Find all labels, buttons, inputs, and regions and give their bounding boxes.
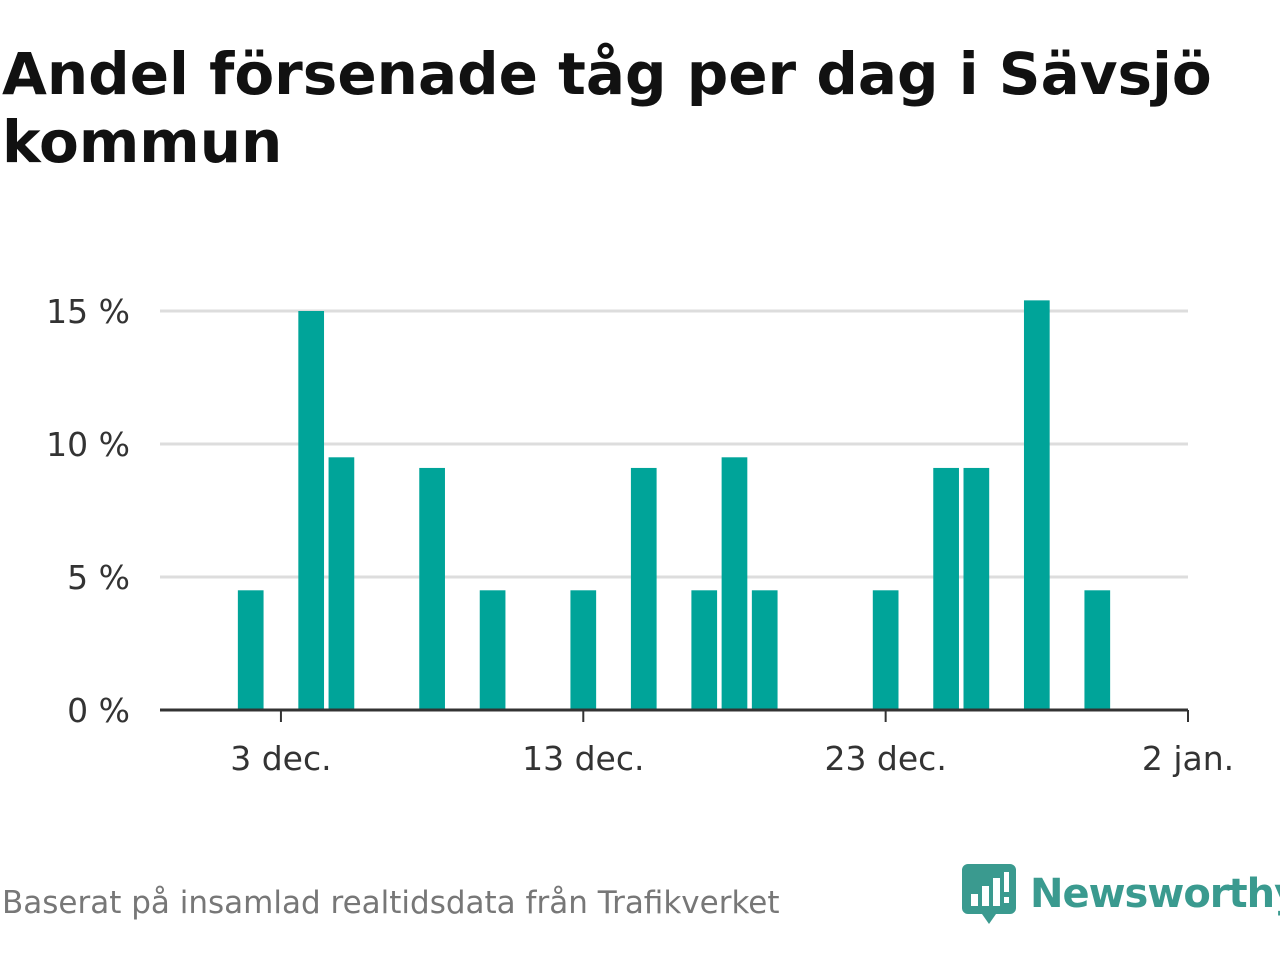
bar	[872, 590, 899, 710]
y-tick-label: 5 %	[67, 558, 130, 597]
x-tick-label: 23 dec.	[824, 739, 946, 778]
bar	[1023, 300, 1050, 710]
x-tick-label: 13 dec.	[522, 739, 644, 778]
bar	[933, 467, 959, 710]
brand-name: Newsworthy	[1030, 871, 1280, 917]
bar-chart-speech-bubble-icon	[962, 864, 1016, 924]
bar	[1084, 590, 1111, 710]
bar	[328, 457, 355, 710]
bar	[298, 311, 325, 710]
y-tick-label: 0 %	[67, 691, 130, 730]
bar	[721, 457, 748, 710]
source-note: Baserat på insamlad realtidsdata från Tr…	[2, 885, 780, 921]
bar	[479, 590, 506, 710]
x-tick-label: 2 jan.	[1142, 739, 1234, 778]
bar	[691, 590, 718, 710]
bar	[963, 467, 990, 710]
y-tick-label: 15 %	[46, 292, 130, 331]
bar	[570, 590, 597, 710]
x-tick-label: 3 dec.	[230, 739, 331, 778]
bar	[751, 590, 778, 710]
chart-title: Andel försenade tåg per dag i Sävsjö kom…	[2, 40, 1212, 176]
bar	[237, 590, 264, 710]
bar	[630, 467, 657, 710]
y-tick-label: 10 %	[46, 425, 130, 464]
newsworthy-logo: Newsworthy	[962, 864, 1280, 924]
bar	[419, 467, 445, 710]
